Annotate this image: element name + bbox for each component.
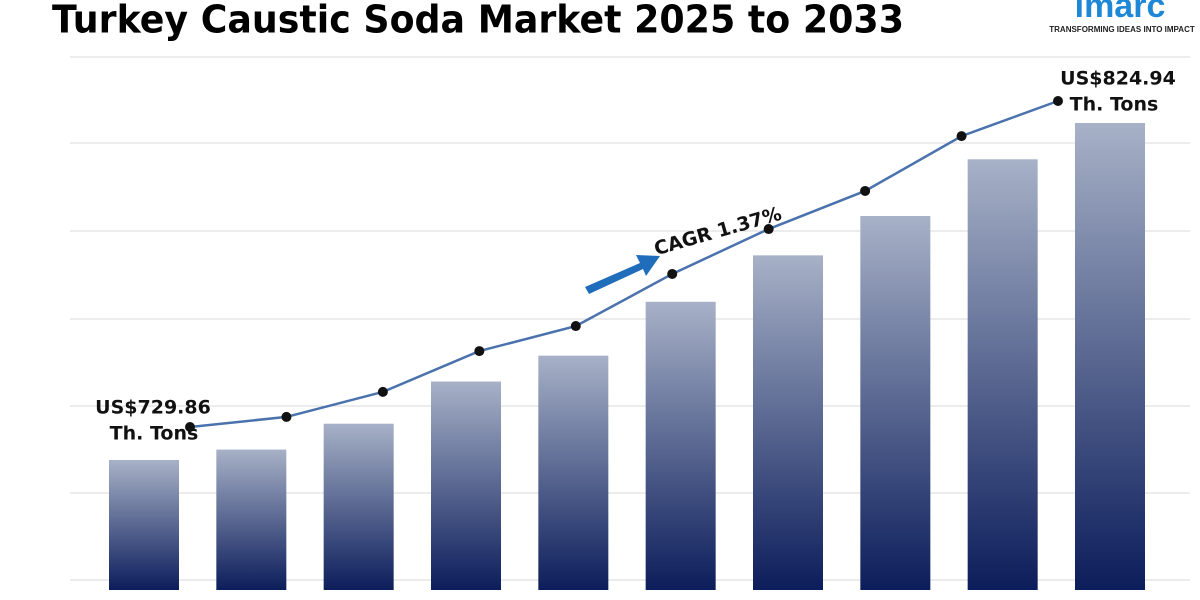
bar (323, 423, 394, 590)
marker (860, 185, 871, 196)
bar (967, 159, 1038, 590)
trend-line (189, 99, 1059, 429)
bar (216, 449, 287, 590)
value-unit: Th. Tons (1070, 94, 1159, 116)
trend: US$729.86 Th. Tons US$824.94 Th. Tons (95, 68, 1176, 445)
bars (109, 123, 1145, 590)
logo-name: imarc (1075, 0, 1166, 25)
bar (1075, 123, 1145, 590)
bar (645, 301, 716, 590)
bar (753, 255, 823, 590)
marker (667, 268, 678, 279)
marker (185, 422, 195, 432)
marker (377, 386, 388, 397)
marker (1053, 96, 1063, 106)
marker (956, 131, 967, 142)
marker (763, 224, 774, 235)
bar (431, 381, 501, 590)
chart-title: Turkey Caustic Soda Market 2025 to 2033 (52, 0, 904, 42)
cagr-arrow (585, 255, 660, 294)
value-label: US$824.94 (1060, 68, 1176, 90)
bar (860, 216, 931, 590)
marker (570, 321, 581, 332)
value-label: US$729.86 (95, 397, 211, 419)
marker (474, 346, 485, 357)
bar (538, 355, 609, 590)
marker (281, 411, 292, 422)
logo-tagline: TRANSFORMING IDEAS INTO IMPACT (1049, 25, 1195, 34)
bar (109, 460, 179, 590)
value-unit: Th. Tons (110, 423, 199, 445)
